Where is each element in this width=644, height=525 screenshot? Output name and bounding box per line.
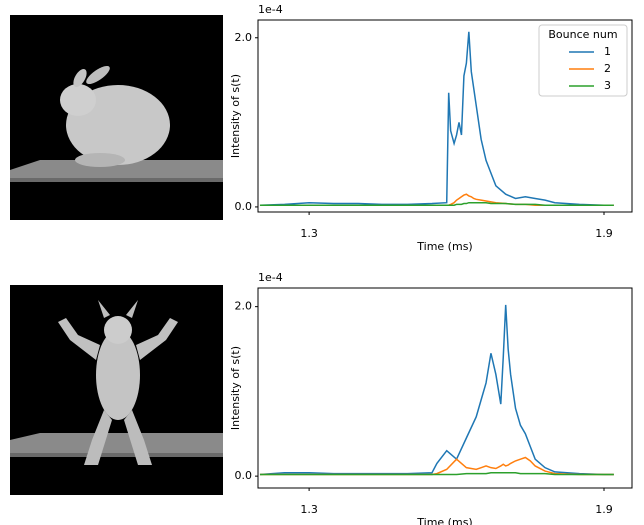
y-offset-label: 1e-4 <box>258 3 283 16</box>
legend-box <box>538 24 628 97</box>
legend-title: Bounce num <box>548 28 617 41</box>
y-tick-label: 0.0 <box>235 200 253 213</box>
x-axis-label: Time (ms) <box>416 240 472 253</box>
y-tick-label: 2.0 <box>235 31 253 44</box>
series-line <box>259 304 614 476</box>
x-tick-label: 1.9 <box>595 227 613 240</box>
y-offset-label: 1e-4 <box>258 271 283 284</box>
x-tick-label: 1.3 <box>300 503 318 516</box>
plot-frame <box>257 19 633 213</box>
legend-label: 1 <box>604 45 611 58</box>
x-tick-label: 1.9 <box>595 503 613 516</box>
x-tick-label: 1.3 <box>300 227 318 240</box>
series-line <box>259 472 614 476</box>
legend-label: 3 <box>604 79 611 92</box>
plot-frame <box>257 287 633 489</box>
x-axis-label: Time (ms) <box>416 516 472 525</box>
render-armadillo <box>10 285 223 495</box>
y-tick-label: 2.0 <box>235 300 253 313</box>
render-bunny <box>10 15 223 220</box>
legend-label: 2 <box>604 62 611 75</box>
series-line <box>259 31 614 206</box>
y-tick-label: 0.0 <box>235 469 253 482</box>
series-line <box>259 201 614 206</box>
y-axis-label: Intensity of s(t) <box>229 74 242 158</box>
y-axis-label: Intensity of s(t) <box>229 346 242 430</box>
